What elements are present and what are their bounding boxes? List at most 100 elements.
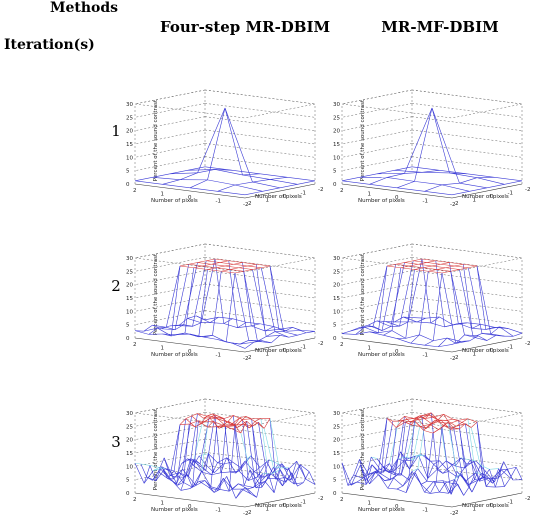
- x-axis-label: Number of pixels: [358, 198, 405, 204]
- z-tick-label: 0: [126, 182, 130, 188]
- z-tick-label: 25: [333, 269, 340, 275]
- x-tick-label: -2: [243, 511, 248, 517]
- y-tick-label: 1: [266, 198, 270, 204]
- y-tick-label: 1: [473, 198, 477, 204]
- x-tick-label: -1: [423, 508, 428, 514]
- y-tick-label: 2: [455, 201, 459, 207]
- z-tick-label: 25: [126, 269, 133, 275]
- z-tick-label: 0: [333, 491, 337, 497]
- y-tick-label: -2: [318, 496, 323, 502]
- z-tick-label: 0: [126, 336, 130, 342]
- x-tick-label: -2: [243, 356, 248, 362]
- x-tick-label: -2: [450, 511, 455, 517]
- x-tick-label: -1: [216, 508, 221, 514]
- z-tick-label: 20: [126, 129, 133, 135]
- z-axis-label: Percent of the sound contrast: [153, 253, 159, 335]
- y-axis-label: Number of pixels: [255, 194, 302, 200]
- x-tick-label: -2: [243, 202, 248, 208]
- row-label-iteration-1: 1: [111, 122, 121, 140]
- z-tick-label: 20: [126, 438, 133, 444]
- y-tick-label: -1: [301, 191, 306, 197]
- z-tick-label: 0: [333, 336, 337, 342]
- y-tick-label: -1: [301, 500, 306, 506]
- x-tick-label: -2: [450, 202, 455, 208]
- surface-plot-mf-dbim-iter3: 30 25 20 15 10 5 0 2 1 0 -1 -2 -2 -1 0 1 2 Percent of the…: [333, 367, 542, 517]
- x-tick-label: 1: [368, 346, 372, 352]
- z-axis-label: Percent of the sound contrast: [360, 99, 366, 181]
- y-tick-label: 1: [473, 352, 477, 358]
- x-tick-label: 1: [161, 192, 165, 198]
- z-tick-label: 30: [333, 102, 340, 108]
- surface-plot-four-step-iter3: 30 25 20 15 10 5 0 2 1 0 -1 -2 -2 -1 0 1 2 Percent of the…: [126, 367, 335, 517]
- z-tick-label: 15: [126, 142, 133, 148]
- y-axis-label: Number of pixels: [462, 503, 509, 509]
- y-tick-label: 0: [490, 348, 494, 354]
- y-tick-label: 1: [266, 352, 270, 358]
- x-tick-label: 1: [368, 192, 372, 198]
- x-tick-label: 0: [395, 195, 399, 201]
- y-tick-label: 0: [490, 503, 494, 509]
- z-tick-label: 20: [333, 283, 340, 289]
- z-tick-label: 20: [126, 283, 133, 289]
- surface-plot-four-step-iter2: 30 25 20 15 10 5 0 2 1 0 -1 -2 -2 -1 0 1 2 Percent of the…: [126, 212, 335, 362]
- z-tick-label: 10: [126, 464, 133, 470]
- z-tick-label: 30: [126, 256, 133, 262]
- y-tick-label: 2: [248, 201, 252, 207]
- x-axis-label: Number of pixels: [358, 352, 405, 358]
- z-tick-label: 30: [126, 411, 133, 417]
- z-tick-label: 10: [126, 309, 133, 315]
- x-tick-label: 0: [188, 195, 192, 201]
- x-tick-label: 2: [340, 188, 344, 194]
- x-tick-label: 0: [188, 504, 192, 510]
- z-tick-label: 25: [333, 115, 340, 121]
- z-axis-label: Percent of the sound contrast: [360, 253, 366, 335]
- z-tick-label: 20: [333, 438, 340, 444]
- x-tick-label: 2: [133, 188, 137, 194]
- y-tick-label: -1: [508, 345, 513, 351]
- x-tick-label: 1: [368, 501, 372, 507]
- x-axis-label: Number of pixels: [151, 352, 198, 358]
- x-tick-label: 1: [161, 346, 165, 352]
- y-tick-label: -2: [525, 187, 530, 193]
- z-tick-label: 10: [333, 155, 340, 161]
- z-tick-label: 5: [333, 323, 337, 329]
- z-tick-label: 15: [333, 142, 340, 148]
- z-tick-label: 20: [333, 129, 340, 135]
- y-tick-label: 1: [266, 507, 270, 513]
- surface-plot-mf-dbim-iter1: 30 25 20 15 10 5 0 2 1 0 -1 -2 -2 -1 0 1 2 Percent of the…: [333, 58, 542, 208]
- z-tick-label: 25: [333, 424, 340, 430]
- row-label-iteration-3: 3: [111, 433, 121, 451]
- z-tick-label: 15: [126, 296, 133, 302]
- y-tick-label: -2: [318, 341, 323, 347]
- x-tick-label: -1: [216, 353, 221, 359]
- x-tick-label: -1: [423, 199, 428, 205]
- y-tick-label: 0: [283, 348, 287, 354]
- x-tick-label: -1: [423, 353, 428, 359]
- iterations-header: Iteration(s): [4, 37, 95, 53]
- y-axis-label: Number of pixels: [462, 348, 509, 354]
- y-axis-label: Number of pixels: [255, 503, 302, 509]
- x-axis-label: Number of pixels: [358, 507, 405, 513]
- z-tick-label: 5: [333, 169, 337, 175]
- y-tick-label: -2: [525, 341, 530, 347]
- z-tick-label: 30: [126, 102, 133, 108]
- x-tick-label: 2: [340, 342, 344, 348]
- z-tick-label: 15: [333, 451, 340, 457]
- z-tick-label: 15: [333, 296, 340, 302]
- z-axis-label: Percent of the sound contrast: [153, 408, 159, 490]
- x-tick-label: 2: [340, 497, 344, 503]
- y-tick-label: 2: [248, 355, 252, 361]
- z-tick-label: 0: [333, 182, 337, 188]
- column-header-four-step-mr-dbim: Four-step MR-DBIM: [160, 18, 331, 36]
- y-axis-label: Number of pixels: [462, 194, 509, 200]
- z-tick-label: 10: [333, 309, 340, 315]
- y-tick-label: 0: [490, 194, 494, 200]
- y-tick-label: -1: [301, 345, 306, 351]
- surface-plot-mf-dbim-iter2: 30 25 20 15 10 5 0 2 1 0 -1 -2 -2 -1 0 1 2 Percent of the…: [333, 212, 542, 362]
- x-tick-label: 1: [161, 501, 165, 507]
- row-label-iteration-2: 2: [111, 277, 121, 295]
- methods-header: Methods: [50, 0, 119, 16]
- y-tick-label: 0: [283, 503, 287, 509]
- y-tick-label: -1: [508, 500, 513, 506]
- z-tick-label: 10: [333, 464, 340, 470]
